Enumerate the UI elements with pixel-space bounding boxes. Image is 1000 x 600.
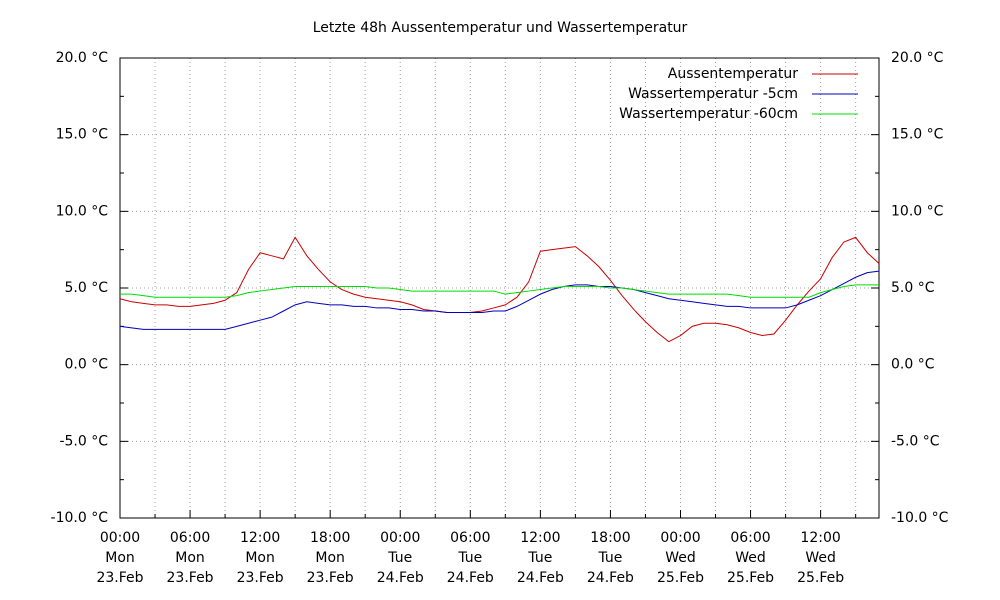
x-tick-label: 24.Feb — [377, 570, 424, 586]
y2-tick-label: 0.0 °C — [891, 357, 935, 373]
x-tick-label: 23.Feb — [167, 570, 214, 586]
y2-tick-label: 15.0 °C — [891, 127, 944, 143]
x-tick-label: 06:00 — [170, 530, 210, 546]
x-tick-label: 00:00 — [380, 530, 420, 546]
y-tick-label: 20.0 °C — [56, 50, 109, 66]
y2-tick-label: -10.0 °C — [891, 510, 949, 526]
x-tick-label: 18:00 — [310, 530, 350, 546]
y-tick-label: 5.0 °C — [65, 280, 109, 296]
x-tick-label: 12:00 — [800, 530, 840, 546]
x-tick-label: Tue — [597, 550, 622, 566]
x-tick-label: 12:00 — [520, 530, 560, 546]
x-tick-label: Mon — [175, 550, 205, 566]
y-tick-label: 0.0 °C — [65, 357, 109, 373]
y-tick-label: 15.0 °C — [56, 127, 109, 143]
x-tick-label: Wed — [735, 550, 766, 566]
x-tick-label: 06:00 — [730, 530, 770, 546]
y-tick-label: 10.0 °C — [56, 203, 109, 219]
x-tick-label: Tue — [457, 550, 482, 566]
x-tick-label: 24.Feb — [587, 570, 634, 586]
x-tick-label: Wed — [805, 550, 836, 566]
x-tick-label: 25.Feb — [657, 570, 704, 586]
x-tick-label: Mon — [315, 550, 345, 566]
y2-tick-label: 5.0 °C — [891, 280, 935, 296]
x-tick-label: Mon — [245, 550, 275, 566]
x-tick-label: Tue — [527, 550, 552, 566]
x-tick-label: 24.Feb — [517, 570, 564, 586]
x-tick-label: 25.Feb — [727, 570, 774, 586]
x-tick-label: Tue — [387, 550, 412, 566]
legend-label: Aussentemperatur — [668, 66, 798, 82]
x-tick-label: 00:00 — [100, 530, 140, 546]
legend-label: Wassertemperatur -60cm — [619, 106, 798, 122]
x-tick-label: 23.Feb — [96, 570, 143, 586]
series-line — [119, 236, 880, 343]
y2-tick-label: 10.0 °C — [891, 203, 944, 219]
y-tick-label: -10.0 °C — [51, 510, 109, 526]
x-tick-label: 00:00 — [660, 530, 700, 546]
x-tick-label: 25.Feb — [797, 570, 844, 586]
legend-label: Wassertemperatur -5cm — [628, 86, 798, 102]
y2-tick-label: -5.0 °C — [891, 433, 940, 449]
x-tick-label: 24.Feb — [447, 570, 494, 586]
series-line — [120, 284, 879, 298]
x-tick-label: 23.Feb — [307, 570, 354, 586]
series-line — [119, 270, 880, 330]
plot-frame — [119, 57, 880, 519]
x-tick-label: 12:00 — [240, 530, 280, 546]
x-tick-label: 23.Feb — [237, 570, 284, 586]
x-tick-label: Wed — [665, 550, 696, 566]
y2-tick-label: 20.0 °C — [891, 50, 944, 66]
x-tick-label: 18:00 — [590, 530, 630, 546]
x-tick-label: 06:00 — [450, 530, 490, 546]
chart-title: Letzte 48h Aussentemperatur und Wasserte… — [313, 20, 688, 36]
x-tick-label: Mon — [105, 550, 135, 566]
y-tick-label: -5.0 °C — [59, 433, 108, 449]
